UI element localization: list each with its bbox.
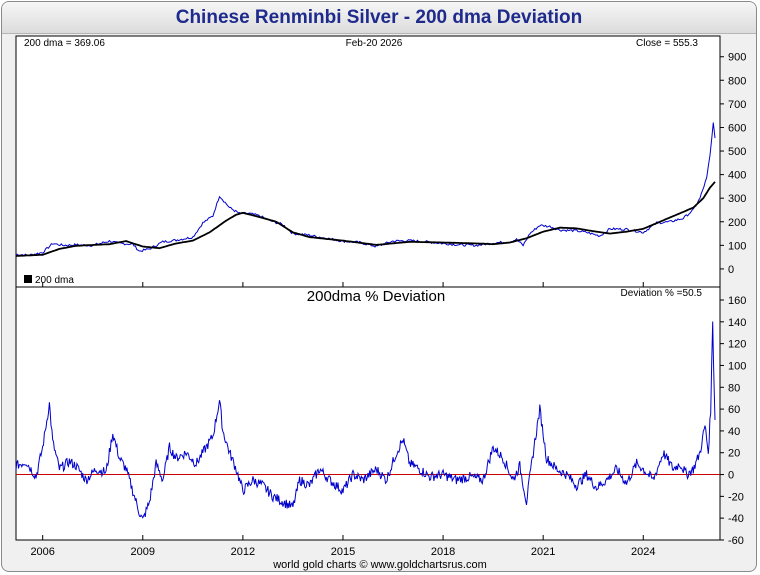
price-tick-label: 300 [728, 193, 746, 205]
price-tick-label: 0 [728, 264, 734, 276]
x-tick-label: 2015 [331, 546, 355, 558]
price-tick-label: 800 [728, 75, 746, 87]
series-line-deviation- [15, 321, 716, 519]
x-axis: 2006 2009 2012 2015 2018 2021 2024 [30, 282, 656, 558]
legend-label: 200 dma [35, 275, 74, 286]
price-tick-label: 100 [728, 240, 746, 252]
price-tick-label: 900 [728, 52, 746, 64]
deviation-title: 200dma % Deviation [307, 288, 445, 305]
deviation-tick-label: -40 [728, 513, 744, 525]
x-tick-label: 2006 [30, 546, 54, 558]
deviation-tick-label: 80 [728, 382, 740, 394]
series-line-200-dma [15, 181, 716, 257]
deviation-tick-label: 120 [728, 339, 746, 351]
deviation-tick-label: -60 [728, 535, 744, 547]
price-tick-label: 400 [728, 170, 746, 182]
x-tick-label: 2009 [131, 546, 155, 558]
deviation-panel [15, 286, 721, 541]
x-tick-label: 2021 [531, 546, 555, 558]
deviation-tick-label: -20 [728, 491, 744, 503]
dma-readout: 200 dma = 369.06 [24, 38, 105, 49]
deviation-tick-label: 140 [728, 317, 746, 329]
price-series [15, 122, 716, 257]
deviation-tick-label: 100 [728, 360, 746, 372]
deviation-tick-label: 60 [728, 404, 740, 416]
deviation-readout: Deviation % =50.5 [621, 288, 703, 299]
close-readout: Close = 555.3 [636, 38, 698, 49]
x-tick-label: 2012 [231, 546, 255, 558]
deviation-axis: -60 -40 -20 0 20 40 60 80 100 120 140 160 [720, 295, 746, 547]
price-panel [15, 35, 721, 288]
deviation-series [15, 321, 716, 519]
deviation-tick-label: 20 [728, 448, 740, 460]
price-tick-label: 500 [728, 146, 746, 158]
footer-credit: world gold charts © www.goldchartsrus.co… [272, 559, 487, 571]
deviation-tick-label: 160 [728, 295, 746, 307]
price-tick-label: 700 [728, 99, 746, 111]
deviation-tick-label: 0 [728, 470, 734, 482]
x-tick-label: 2018 [431, 546, 455, 558]
title-bar: Chinese Renminbi Silver - 200 dma Deviat… [2, 2, 756, 34]
price-axis: 0 100 200 300 400 500 600 700 800 900 [720, 52, 746, 276]
legend-swatch [24, 275, 32, 283]
date-readout: Feb-20 2026 [346, 38, 403, 49]
price-tick-label: 200 [728, 217, 746, 229]
price-tick-label: 600 [728, 122, 746, 134]
x-tick-label: 2024 [631, 546, 655, 558]
deviation-tick-label: 40 [728, 426, 740, 438]
chart-title: Chinese Renminbi Silver - 200 dma Deviat… [175, 7, 583, 28]
